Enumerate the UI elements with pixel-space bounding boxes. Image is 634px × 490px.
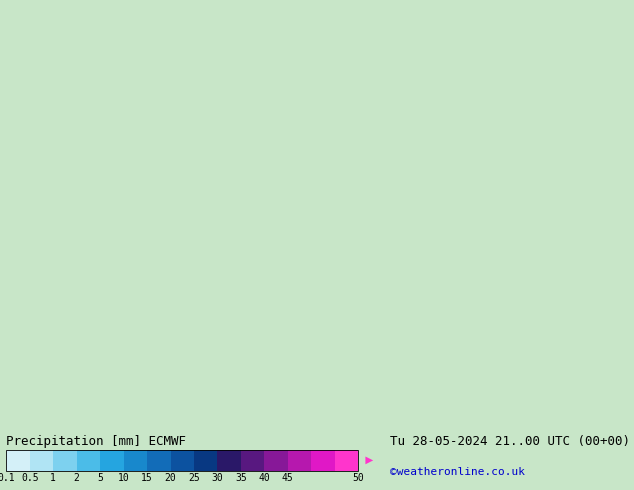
Text: 10: 10: [118, 473, 129, 483]
Text: 0.5: 0.5: [21, 473, 39, 483]
Text: 15: 15: [141, 473, 153, 483]
Bar: [311, 450, 335, 471]
Text: 30: 30: [212, 473, 223, 483]
Text: Tu 28-05-2024 21..00 UTC (00+00): Tu 28-05-2024 21..00 UTC (00+00): [390, 435, 630, 448]
Text: 45: 45: [282, 473, 294, 483]
Text: 20: 20: [165, 473, 176, 483]
Text: 5: 5: [97, 473, 103, 483]
Bar: [53, 450, 77, 471]
Bar: [124, 450, 147, 471]
Bar: [171, 450, 194, 471]
Bar: [100, 450, 124, 471]
Bar: [30, 450, 53, 471]
Text: 2: 2: [74, 473, 80, 483]
Bar: [288, 450, 311, 471]
Bar: [241, 450, 264, 471]
Bar: [194, 450, 217, 471]
Bar: [6, 450, 358, 471]
Bar: [217, 450, 241, 471]
Text: 25: 25: [188, 473, 200, 483]
Text: ©weatheronline.co.uk: ©weatheronline.co.uk: [390, 467, 525, 477]
Text: Precipitation [mm] ECMWF: Precipitation [mm] ECMWF: [6, 435, 186, 448]
Bar: [335, 450, 358, 471]
Text: 40: 40: [259, 473, 270, 483]
Bar: [6, 450, 30, 471]
Text: 35: 35: [235, 473, 247, 483]
Text: 0.1: 0.1: [0, 473, 15, 483]
Text: 50: 50: [353, 473, 364, 483]
Text: 1: 1: [50, 473, 56, 483]
Bar: [147, 450, 171, 471]
Bar: [77, 450, 100, 471]
Bar: [264, 450, 288, 471]
